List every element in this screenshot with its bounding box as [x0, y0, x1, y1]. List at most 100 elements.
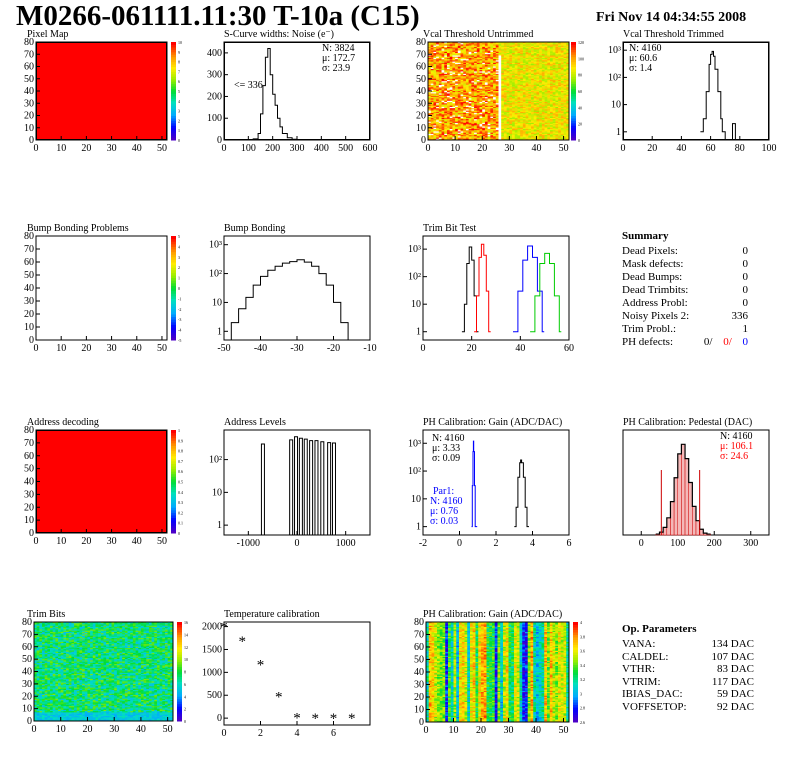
- heatmap-cell: [528, 124, 532, 126]
- heatmap-cell: [457, 76, 461, 78]
- heatmap-cell: [552, 113, 556, 115]
- heatmap-cell: [465, 110, 469, 113]
- heatmap-cell: [428, 122, 432, 125]
- heatmap-cell: [452, 92, 456, 94]
- heatmap-cell: [558, 111, 562, 114]
- heatmap-cell: [490, 94, 494, 97]
- heatmap-cell: [560, 109, 564, 111]
- heatmap-cell: [560, 45, 564, 48]
- heatmap-cell: [36, 622, 40, 624]
- heatmap-cell: [555, 79, 559, 82]
- heatmap-cell: [468, 109, 472, 111]
- heatmap-cell: [552, 136, 556, 138]
- heatmap-cell: [555, 49, 559, 51]
- heatmap-cell: [438, 99, 442, 102]
- heatmap-cell: [465, 81, 469, 83]
- heatmap-cell: [525, 126, 529, 129]
- heatmap-cell: [444, 113, 448, 115]
- heatmap-cell: [547, 103, 551, 105]
- heatmap-cell: [544, 133, 548, 136]
- heatmap-cell: [514, 100, 518, 103]
- heatmap-cell: [471, 71, 475, 73]
- heatmap-cell: [465, 91, 469, 93]
- panel-title: Bump Bonding Problems: [27, 223, 129, 234]
- heatmap-cell: [455, 95, 459, 98]
- heatmap-cell: [509, 84, 513, 87]
- heatmap-cell: [563, 66, 567, 69]
- heatmap-cell: [539, 109, 543, 111]
- heatmap-cell: [487, 54, 491, 56]
- heatmap-cell: [428, 99, 432, 102]
- heatmap-cell: [428, 56, 432, 59]
- heatmap-cell: [533, 77, 537, 80]
- heatmap-cell: [531, 92, 535, 94]
- x-tick-label: 4: [530, 538, 535, 549]
- heatmap-cell: [452, 116, 456, 119]
- heatmap-cell: [490, 115, 494, 118]
- heatmap-cell: [566, 82, 569, 84]
- heatmap-cell: [484, 121, 488, 124]
- summary-row: Dead Trimbits: 0: [622, 284, 748, 297]
- heatmap-cell: [39, 699, 43, 702]
- heatmap-cell: [474, 114, 478, 116]
- heatmap-cell: [512, 82, 516, 84]
- heatmap-cell: [482, 125, 486, 127]
- heatmap-cell: [503, 78, 507, 81]
- heatmap-cell: [539, 132, 543, 135]
- heatmap-cell: [522, 60, 526, 62]
- heatmap-cell: [544, 138, 548, 140]
- heatmap-cell: [506, 104, 510, 106]
- heatmap-cell: [482, 119, 486, 121]
- heatmap-cell: [482, 122, 486, 125]
- heatmap-cell: [449, 122, 453, 125]
- heatmap-cell: [34, 683, 37, 686]
- heatmap-cell: [514, 65, 518, 67]
- heatmap-cell: [558, 106, 562, 109]
- heatmap-cell: [484, 94, 488, 97]
- heatmap-cell: [522, 138, 526, 140]
- heatmap-cell: [544, 89, 548, 92]
- heatmap-cell: [487, 119, 491, 121]
- heatmap-cell: [438, 116, 442, 119]
- heatmap-cell: [525, 104, 529, 106]
- heatmap-cell: [446, 51, 450, 54]
- heatmap-cell: [512, 72, 516, 75]
- heatmap-cell: [433, 44, 437, 46]
- heatmap-cell: [541, 71, 545, 73]
- heatmap-cell: [558, 45, 562, 48]
- heatmap-cell: [539, 122, 543, 125]
- heatmap-cell: [438, 92, 442, 94]
- heatmap-cell: [438, 70, 442, 72]
- heatmap-cell: [463, 78, 467, 81]
- heatmap-cell: [522, 117, 526, 120]
- heatmap-cell: [444, 127, 448, 130]
- heatmap-cell: [471, 97, 475, 99]
- heatmap-cell: [468, 91, 472, 93]
- heatmap-cell: [528, 92, 532, 94]
- heatmap-cell: [550, 87, 554, 89]
- heatmap-cell: [438, 71, 442, 73]
- heatmap-cell: [452, 131, 456, 133]
- heatmap-cell: [539, 66, 543, 69]
- heatmap-cell: [566, 44, 569, 46]
- heatmap-cell: [484, 135, 488, 137]
- heatmap-cell: [490, 48, 494, 50]
- heatmap-cell: [465, 67, 469, 70]
- heatmap-cell: [474, 109, 478, 111]
- heatmap-cell: [563, 109, 567, 111]
- heatmap-cell: [550, 127, 554, 130]
- heatmap-cell: [501, 110, 505, 113]
- heatmap-cell: [428, 125, 432, 127]
- heatmap-cell: [463, 119, 467, 121]
- series-line: [700, 50, 738, 141]
- heatmap-cell: [536, 131, 540, 133]
- heatmap-cell: [533, 81, 537, 83]
- heatmap-cell: [42, 638, 45, 640]
- heatmap-cell: [528, 87, 532, 89]
- heatmap-cell: [506, 83, 510, 86]
- heatmap-cell: [484, 124, 488, 126]
- heatmap-cell: [517, 125, 521, 127]
- heatmap-cell: [517, 86, 521, 88]
- heatmap-cell: [509, 124, 513, 126]
- colorbar-segment: [171, 44, 176, 48]
